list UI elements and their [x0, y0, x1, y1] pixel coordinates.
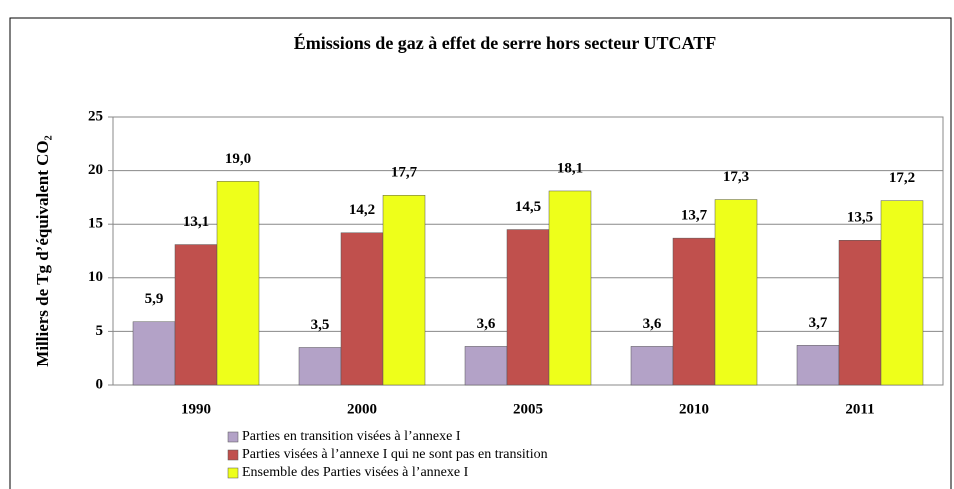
data-label: 14,2 — [349, 202, 375, 218]
legend-label: Ensemble des Parties visées à l’annexe I — [242, 465, 469, 480]
bar — [796, 345, 840, 386]
data-label: 14,5 — [515, 199, 541, 215]
x-tick-label: 2000 — [347, 401, 377, 417]
chart-title: Émissions de gaz à effet de serre hors s… — [294, 32, 716, 53]
y-tick-label: 25 — [88, 108, 103, 124]
y-tick-label: 20 — [88, 162, 103, 178]
x-tick-label: 2010 — [679, 401, 709, 417]
bar — [464, 346, 508, 386]
bar — [714, 199, 758, 386]
bar — [880, 200, 924, 386]
data-label: 17,3 — [723, 169, 749, 185]
y-tick-label: 5 — [96, 323, 104, 339]
data-label: 18,1 — [557, 160, 583, 176]
data-label: 5,9 — [145, 291, 164, 307]
chart-frame — [9, 17, 952, 489]
x-tick-label: 2005 — [513, 401, 543, 417]
data-label: 17,2 — [889, 170, 915, 186]
data-label: 3,7 — [809, 315, 828, 331]
bar — [838, 240, 882, 386]
bar — [382, 195, 426, 386]
bar — [216, 181, 260, 386]
bar — [506, 229, 550, 386]
legend-label: Parties visées à l’annexe I qui ne sont … — [242, 447, 548, 462]
y-axis-label: Milliers de Tg d’équivalent CO₂ — [33, 135, 52, 366]
data-label: 13,1 — [183, 214, 209, 230]
bar — [548, 190, 592, 386]
bar — [672, 237, 716, 386]
legend-swatch — [227, 449, 239, 461]
data-label: 19,0 — [225, 151, 251, 167]
y-tick-label: 10 — [88, 269, 103, 285]
data-label: 17,7 — [391, 165, 418, 181]
y-tick-label: 15 — [88, 216, 103, 232]
data-label: 13,5 — [847, 210, 873, 226]
data-label: 3,6 — [643, 316, 662, 332]
legend-swatch — [227, 467, 239, 479]
x-tick-label: 2011 — [845, 401, 874, 417]
data-label: 3,6 — [477, 316, 496, 332]
bar — [630, 346, 674, 386]
bar — [174, 244, 218, 386]
bar — [340, 232, 384, 386]
data-label: 13,7 — [681, 208, 708, 224]
legend-swatch — [227, 431, 239, 443]
y-tick-label: 0 — [96, 376, 104, 392]
data-label: 3,5 — [311, 317, 330, 333]
legend-label: Parties en transition visées à l’annexe … — [242, 429, 461, 444]
bar — [132, 321, 176, 386]
bar — [298, 347, 342, 386]
x-tick-label: 1990 — [181, 401, 211, 417]
